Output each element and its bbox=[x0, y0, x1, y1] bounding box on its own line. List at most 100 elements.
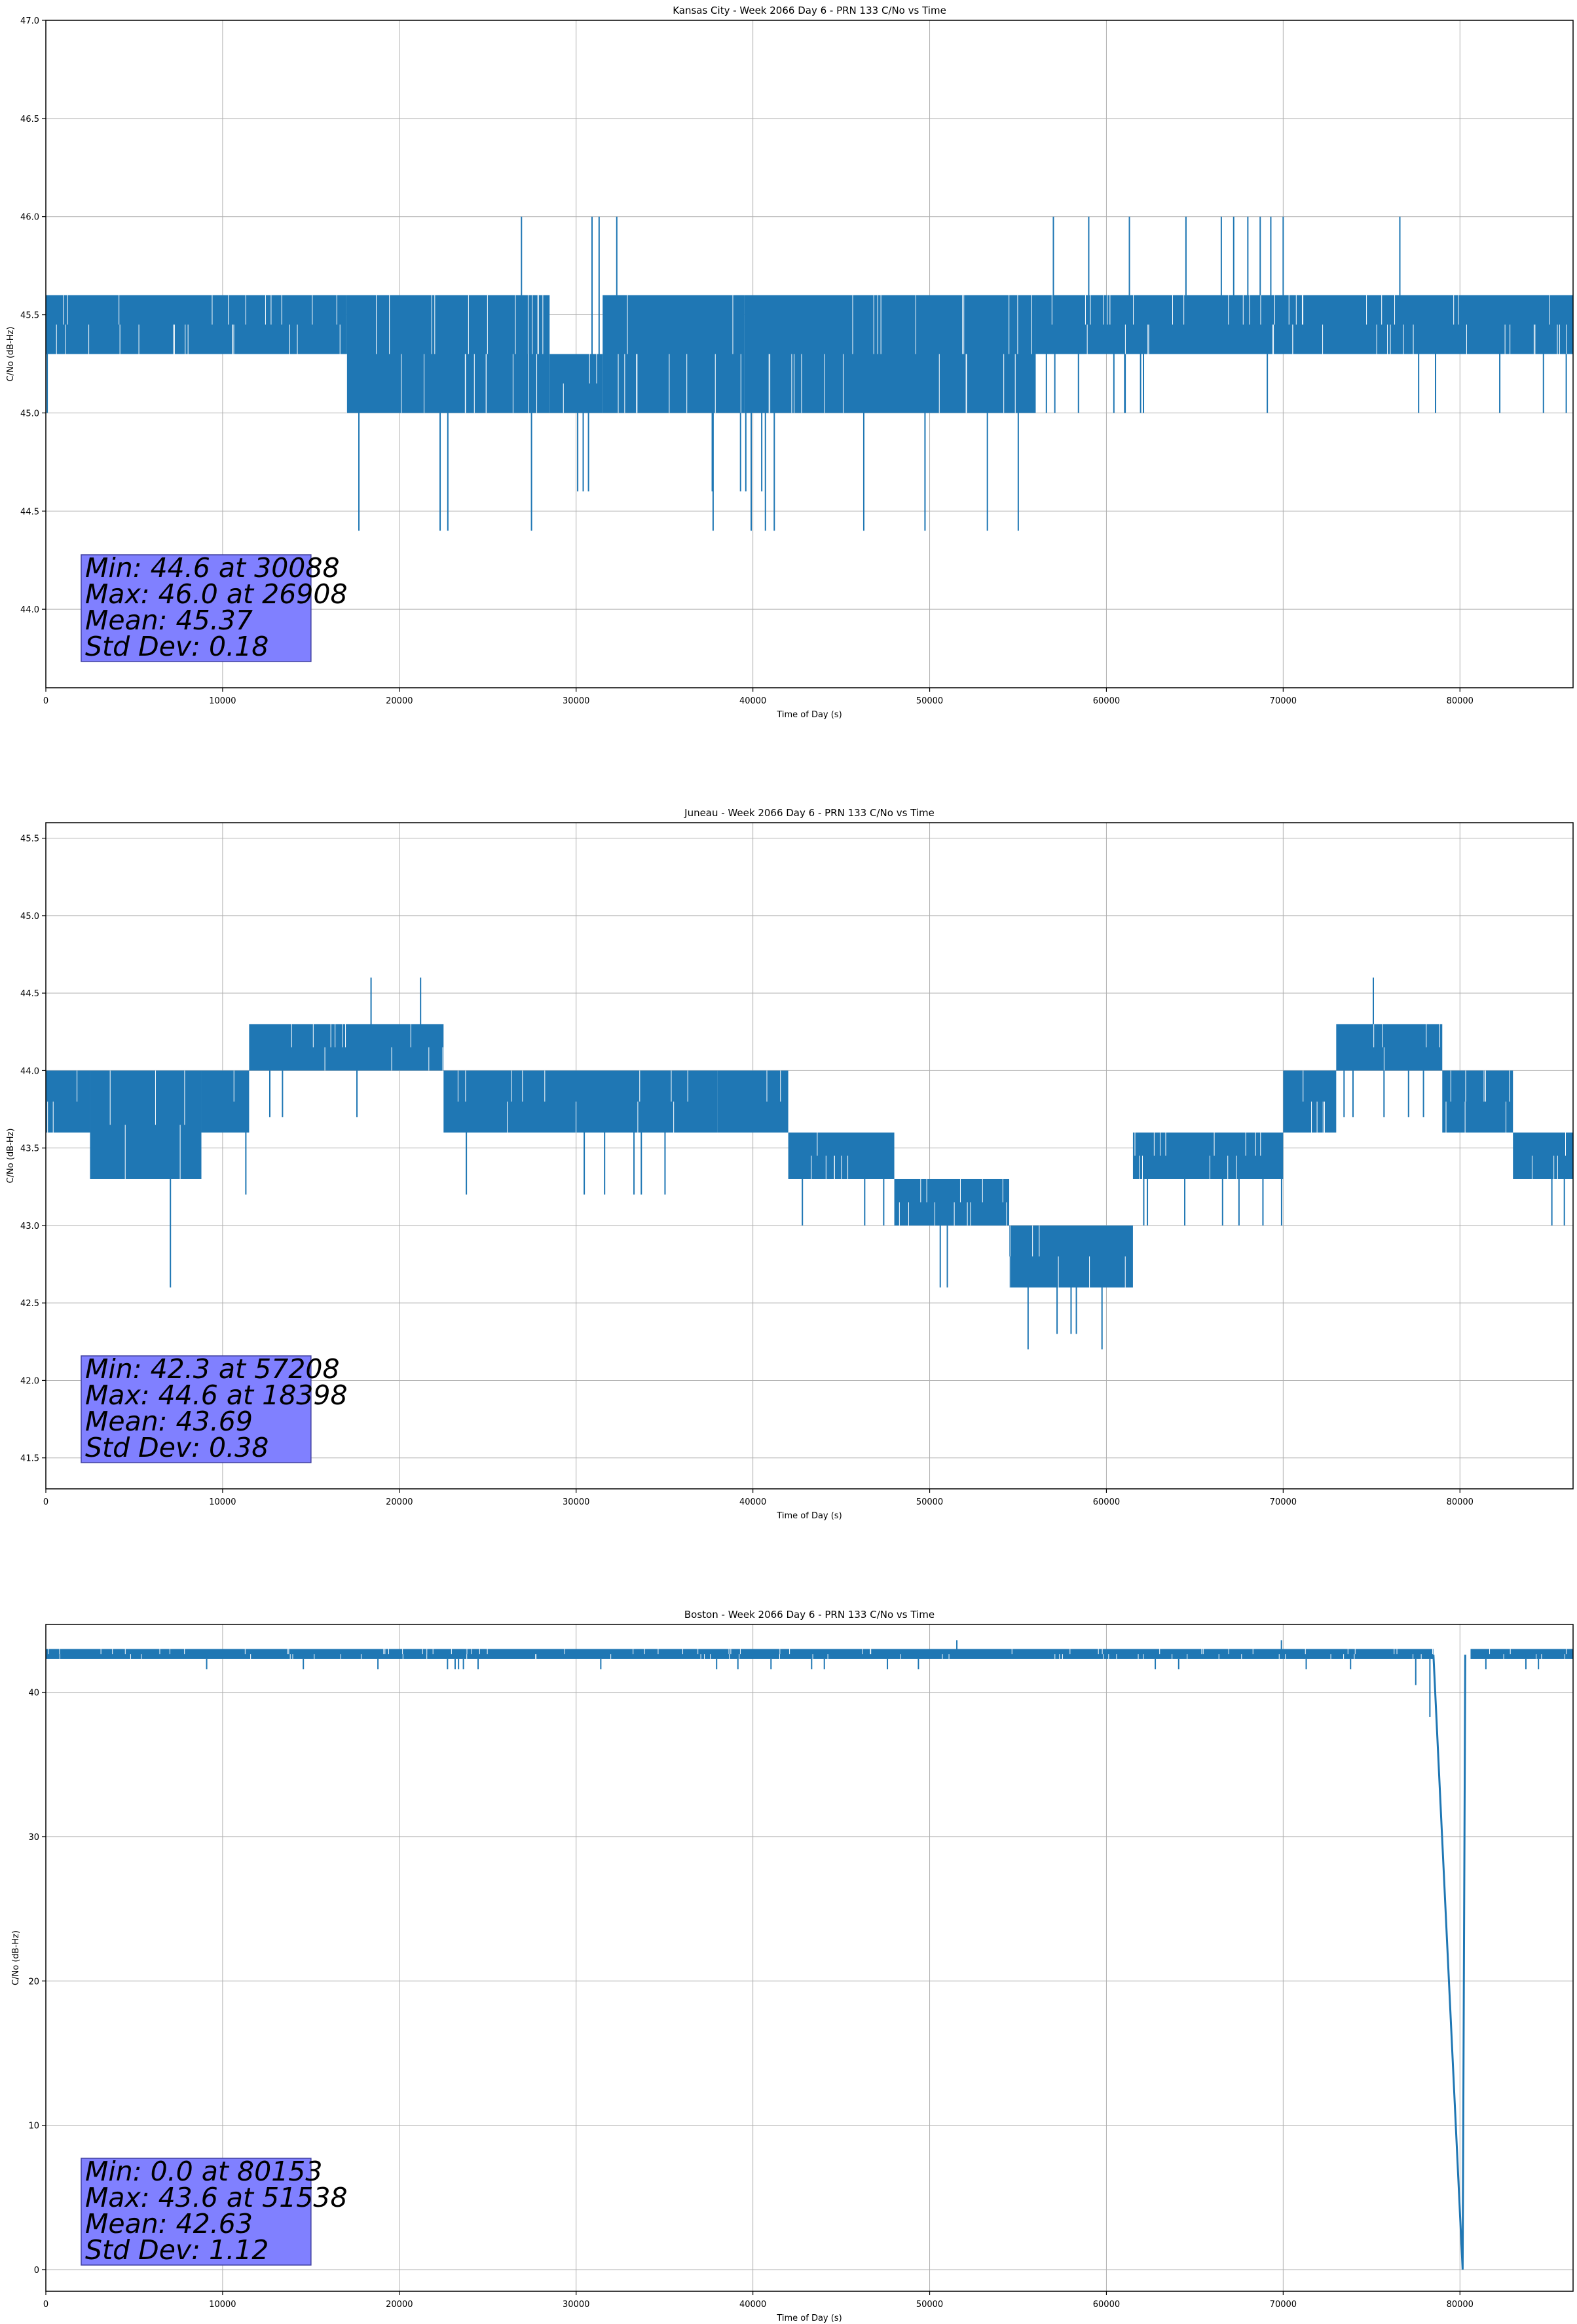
x-axis-label: Time of Day (s) bbox=[776, 2314, 842, 2323]
x-tick-label: 80000 bbox=[1447, 696, 1474, 706]
stats-std-text: Std Dev: 0.18 bbox=[85, 631, 269, 662]
chart-title: Boston - Week 2066 Day 6 - PRN 133 C/No … bbox=[684, 1609, 935, 1621]
stats-box-background bbox=[81, 2158, 312, 2266]
x-tick-label: 60000 bbox=[1093, 2300, 1120, 2310]
x-tick-label: 80000 bbox=[1447, 2300, 1474, 2310]
y-tick-label: 41.5 bbox=[20, 1454, 39, 1464]
signal-band bbox=[249, 1024, 444, 1071]
signal-band bbox=[90, 1070, 202, 1179]
chart-panel-1: 0 10000 20000 30000 40000 50000 60000 70000 8000… bbox=[6, 5, 1574, 720]
x-tick-label: 0 bbox=[43, 2300, 48, 2310]
stats-std-text: Std Dev: 1.12 bbox=[85, 2234, 269, 2266]
signal-band bbox=[1336, 1024, 1443, 1071]
y-tick-label: 42.0 bbox=[20, 1376, 39, 1386]
signal-band bbox=[201, 1070, 250, 1133]
chart-panel-2: 0 10000 20000 30000 40000 50000 60000 70000 8000… bbox=[6, 807, 1574, 1521]
x-tick-label: 50000 bbox=[916, 1497, 943, 1507]
stats-mean-text: Mean: 42.63 bbox=[85, 2208, 253, 2240]
x-tick-label: 50000 bbox=[916, 2300, 943, 2310]
x-tick-label: 70000 bbox=[1270, 696, 1297, 706]
x-tick-label: 20000 bbox=[386, 1497, 413, 1507]
x-tick-label: 70000 bbox=[1270, 2300, 1297, 2310]
x-tick-label: 30000 bbox=[563, 1497, 589, 1507]
x-tick-label: 80000 bbox=[1447, 1497, 1474, 1507]
signal-band bbox=[1470, 1649, 1573, 1659]
x-axis-label: Time of Day (s) bbox=[776, 710, 842, 720]
stats-max-text: Max: 43.6 at 51538 bbox=[85, 2182, 348, 2213]
stats-min-text: Min: 42.3 at 57208 bbox=[85, 1353, 340, 1385]
signal-band bbox=[1132, 1133, 1284, 1179]
signal-band bbox=[744, 295, 1036, 413]
x-tick-label: 0 bbox=[43, 1497, 48, 1507]
y-tick-label: 45.0 bbox=[20, 912, 39, 922]
stats-mean-text: Mean: 45.37 bbox=[85, 605, 253, 636]
chart-panel-3: 0 10000 20000 30000 40000 50000 60000 70000 8000… bbox=[11, 1609, 1574, 2323]
y-tick-label: 45.5 bbox=[20, 311, 39, 321]
axes-frame bbox=[45, 822, 1574, 1490]
x-tick-label: 10000 bbox=[209, 2300, 236, 2310]
y-tick-label: 47.0 bbox=[20, 16, 39, 26]
x-tick-label: 10000 bbox=[209, 1497, 236, 1507]
signal-band bbox=[603, 295, 745, 413]
y-axis-label: C/No (dB-Hz) bbox=[6, 327, 16, 382]
chart-title: Kansas City - Week 2066 Day 6 - PRN 133 … bbox=[673, 5, 946, 16]
y-tick-label: 20 bbox=[28, 1977, 39, 1987]
data-layer bbox=[46, 977, 1573, 1350]
signal-band bbox=[346, 295, 550, 413]
y-tick-label: 10 bbox=[28, 2122, 39, 2131]
x-tick-label: 60000 bbox=[1093, 1497, 1120, 1507]
x-tick-label: 20000 bbox=[386, 2300, 413, 2310]
y-tick-label: 44.0 bbox=[20, 605, 39, 615]
chart-title: Juneau - Week 2066 Day 6 - PRN 133 C/No … bbox=[684, 807, 935, 819]
x-tick-label: 60000 bbox=[1093, 696, 1120, 706]
signal-band bbox=[549, 354, 603, 413]
x-tick-label: 40000 bbox=[739, 1497, 766, 1507]
x-tick-label: 40000 bbox=[739, 696, 766, 706]
y-tick-label: 44.0 bbox=[20, 1066, 39, 1076]
stats-min-text: Min: 44.6 at 30088 bbox=[85, 552, 340, 584]
y-tick-label: 30 bbox=[28, 1833, 39, 1843]
signal-band bbox=[1009, 1225, 1133, 1288]
x-tick-label: 70000 bbox=[1270, 1497, 1297, 1507]
y-axis-label: C/No (dB-Hz) bbox=[11, 1930, 21, 1985]
data-layer bbox=[46, 216, 1573, 531]
y-tick-label: 46.0 bbox=[20, 213, 39, 223]
x-tick-label: 20000 bbox=[386, 696, 413, 706]
data-layer bbox=[46, 1640, 1573, 2270]
y-tick-label: 45.5 bbox=[20, 834, 39, 844]
signal-dropout bbox=[1432, 1655, 1466, 2270]
stats-max-text: Max: 46.0 at 26908 bbox=[85, 578, 348, 610]
x-tick-label: 30000 bbox=[563, 2300, 589, 2310]
y-tick-label: 44.5 bbox=[20, 989, 39, 999]
signal-band bbox=[717, 1070, 788, 1133]
y-tick-label: 40 bbox=[28, 1689, 39, 1698]
axes-frame bbox=[45, 20, 1574, 688]
y-tick-label: 44.5 bbox=[20, 507, 39, 517]
signal-band bbox=[443, 1070, 718, 1133]
x-tick-label: 40000 bbox=[739, 2300, 766, 2310]
x-tick-label: 10000 bbox=[209, 696, 236, 706]
x-tick-label: 50000 bbox=[916, 696, 943, 706]
x-tick-label: 0 bbox=[43, 696, 48, 706]
signal-band bbox=[1283, 1070, 1337, 1133]
stats-box-background bbox=[81, 554, 312, 662]
stats-box-background bbox=[81, 1355, 312, 1463]
stats-std-text: Std Dev: 0.38 bbox=[85, 1432, 269, 1463]
signal-band bbox=[1513, 1133, 1573, 1179]
y-tick-label: 46.5 bbox=[20, 115, 39, 124]
y-tick-label: 0 bbox=[34, 2266, 39, 2276]
y-axis-label: C/No (dB-Hz) bbox=[6, 1129, 16, 1184]
x-axis-label: Time of Day (s) bbox=[776, 1511, 842, 1521]
x-tick-label: 30000 bbox=[563, 696, 589, 706]
stats-max-text: Max: 44.6 at 18398 bbox=[85, 1379, 348, 1411]
stats-mean-text: Mean: 43.69 bbox=[85, 1406, 253, 1437]
y-tick-label: 43.5 bbox=[20, 1144, 39, 1154]
y-tick-label: 43.0 bbox=[20, 1222, 39, 1231]
stats-min-text: Min: 0.0 at 80153 bbox=[85, 2156, 323, 2187]
y-tick-label: 45.0 bbox=[20, 409, 39, 419]
signal-band bbox=[894, 1178, 1009, 1226]
